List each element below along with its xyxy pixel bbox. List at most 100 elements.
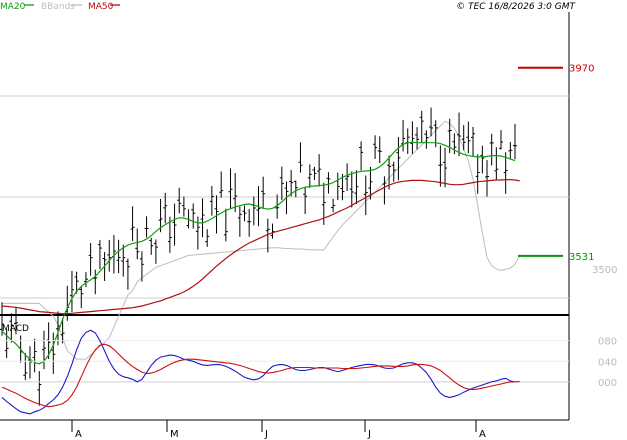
price-tick-label: 3500 bbox=[592, 265, 617, 276]
ohlc-bar bbox=[13, 307, 18, 335]
ohlc-bar bbox=[41, 330, 46, 370]
macd-grid bbox=[0, 340, 569, 383]
bbands-lines bbox=[2, 120, 521, 360]
signal-line bbox=[1, 343, 520, 408]
ohlc-bar bbox=[247, 209, 252, 237]
ohlc-bar bbox=[144, 216, 149, 238]
legend-bbands: BBands bbox=[41, 2, 75, 12]
ohlc-bar bbox=[396, 136, 401, 181]
ohlc-bar bbox=[251, 196, 256, 226]
ohlc-bar bbox=[37, 371, 42, 406]
x-tick-label: J bbox=[367, 429, 371, 440]
ohlc-bar bbox=[93, 269, 98, 295]
ohlc-bar bbox=[74, 271, 79, 294]
ohlc-bar bbox=[163, 192, 168, 224]
ohlc-bar bbox=[149, 237, 154, 255]
ohlc-bar bbox=[457, 112, 462, 157]
ohlc-bar bbox=[214, 195, 219, 234]
ohlc-bar bbox=[219, 171, 224, 198]
ohlc-bar bbox=[23, 353, 28, 380]
ohlc-bar bbox=[32, 338, 37, 373]
ohlc-bar bbox=[401, 119, 406, 152]
macd-tick-label: 000 bbox=[598, 378, 617, 389]
ohlc-bars bbox=[0, 107, 517, 406]
x-tick-label: J bbox=[264, 429, 268, 440]
ohlc-bar bbox=[359, 141, 364, 171]
ohlc-bar bbox=[4, 328, 9, 359]
ohlc-bar bbox=[0, 302, 4, 336]
ohlc-bar bbox=[275, 194, 280, 219]
ohlc-bar bbox=[237, 206, 242, 237]
ohlc-bar bbox=[121, 244, 126, 277]
ma20-line bbox=[1, 141, 516, 365]
ohlc-bar bbox=[466, 121, 471, 154]
price-axis-labels: 3500 bbox=[592, 265, 617, 276]
ohlc-bar bbox=[83, 272, 88, 287]
bbands-line bbox=[2, 120, 521, 360]
ohlc-bar bbox=[233, 173, 238, 213]
ohlc-bar bbox=[494, 147, 499, 180]
ohlc-bar bbox=[200, 198, 205, 238]
ohlc-bar bbox=[228, 168, 233, 209]
ohlc-bar bbox=[27, 346, 32, 379]
ohlc-bar bbox=[69, 270, 74, 313]
ohlc-bar bbox=[340, 173, 345, 201]
ohlc-bar bbox=[209, 185, 214, 216]
ohlc-bar bbox=[298, 142, 303, 173]
moving-average-lines bbox=[1, 141, 520, 365]
ohlc-bar bbox=[429, 107, 434, 137]
ohlc-bar bbox=[368, 166, 373, 200]
ohlc-bar bbox=[242, 205, 247, 222]
ohlc-bar bbox=[130, 206, 135, 241]
ohlc-bar bbox=[513, 123, 517, 160]
ohlc-bar bbox=[354, 170, 359, 205]
macd-axis-labels: 080 040 000 bbox=[598, 337, 617, 389]
marker-label-3531: 3531 bbox=[569, 252, 594, 263]
legend-ma50: MA50 bbox=[88, 2, 114, 12]
macd-line bbox=[1, 329, 516, 415]
macd-tick-label: 080 bbox=[598, 337, 617, 348]
ohlc-bar bbox=[335, 172, 340, 201]
marker-label-3970: 3970 bbox=[569, 64, 594, 75]
ma50-line bbox=[1, 179, 520, 315]
legend-ma20: MA20 bbox=[0, 2, 26, 12]
ohlc-bar bbox=[503, 152, 508, 194]
x-tick-label: A bbox=[75, 429, 82, 440]
ohlc-bar bbox=[489, 133, 494, 166]
ohlc-bar bbox=[443, 147, 448, 188]
ohlc-bar bbox=[499, 130, 504, 150]
macd-tick-label: 040 bbox=[598, 357, 617, 368]
ohlc-bar bbox=[270, 223, 275, 239]
ohlc-bar bbox=[181, 196, 186, 217]
ohlc-bar bbox=[293, 180, 298, 198]
ohlc-bar bbox=[60, 318, 65, 344]
x-tick-label: M bbox=[170, 429, 179, 440]
macd-title: MACD bbox=[2, 324, 29, 334]
ohlc-bar bbox=[9, 313, 14, 343]
ohlc-bar bbox=[279, 166, 284, 201]
ohlc-bar bbox=[177, 187, 182, 214]
price-grid bbox=[0, 95, 569, 299]
macd-lines bbox=[1, 329, 520, 415]
ohlc-bar bbox=[205, 229, 210, 247]
ohlc-bar bbox=[139, 251, 144, 282]
ohlc-bar bbox=[326, 172, 331, 194]
ohlc-bar bbox=[382, 176, 387, 205]
ohlc-bar bbox=[475, 154, 480, 194]
ohlc-bar bbox=[317, 154, 322, 187]
ohlc-bar bbox=[345, 163, 350, 191]
ohlc-bar bbox=[97, 240, 102, 270]
ohlc-bar bbox=[415, 127, 420, 150]
price-markers: 3970 3531 bbox=[518, 64, 594, 263]
ohlc-bar bbox=[191, 203, 196, 229]
ohlc-bar bbox=[424, 130, 429, 149]
ohlc-bar bbox=[363, 175, 368, 216]
ohlc-bar bbox=[135, 228, 140, 260]
ohlc-bar bbox=[461, 125, 466, 151]
ohlc-bar bbox=[471, 126, 476, 157]
ohlc-bar bbox=[508, 142, 513, 159]
ohlc-bar bbox=[405, 128, 410, 154]
ohlc-bar bbox=[158, 198, 163, 233]
ohlc-bar bbox=[261, 176, 266, 209]
